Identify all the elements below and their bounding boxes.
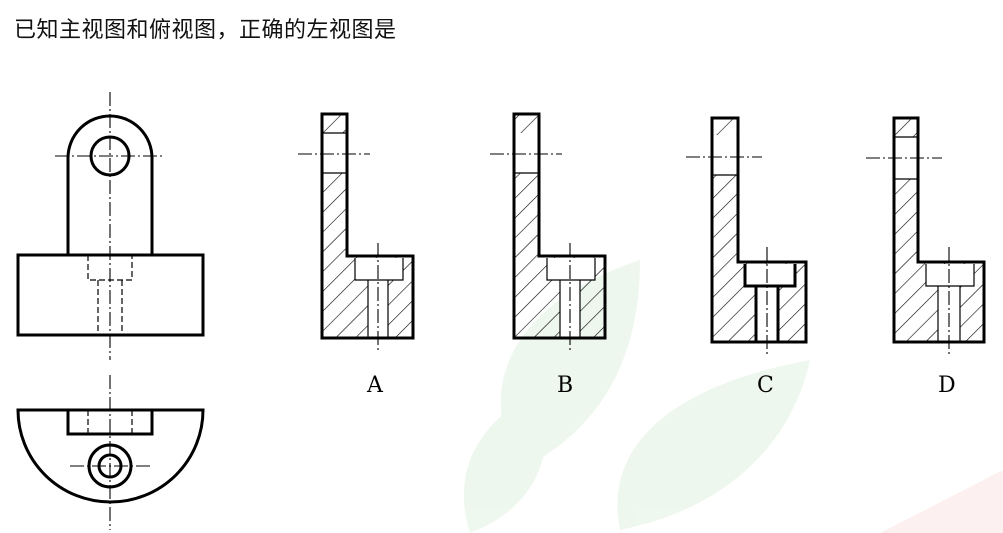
option-a-label[interactable]: A xyxy=(366,373,384,398)
option-b-drawing[interactable] xyxy=(490,112,607,352)
top-view xyxy=(16,375,205,530)
option-b-label[interactable]: B xyxy=(557,373,573,398)
option-d-drawing[interactable] xyxy=(866,116,986,356)
option-d-label[interactable]: D xyxy=(938,373,956,398)
option-c-drawing[interactable] xyxy=(686,116,808,356)
question-text: 已知主视图和俯视图，正确的左视图是 xyxy=(14,18,397,43)
option-c-label[interactable]: C xyxy=(757,373,774,398)
option-a-drawing[interactable] xyxy=(298,112,415,352)
front-view xyxy=(16,92,205,360)
